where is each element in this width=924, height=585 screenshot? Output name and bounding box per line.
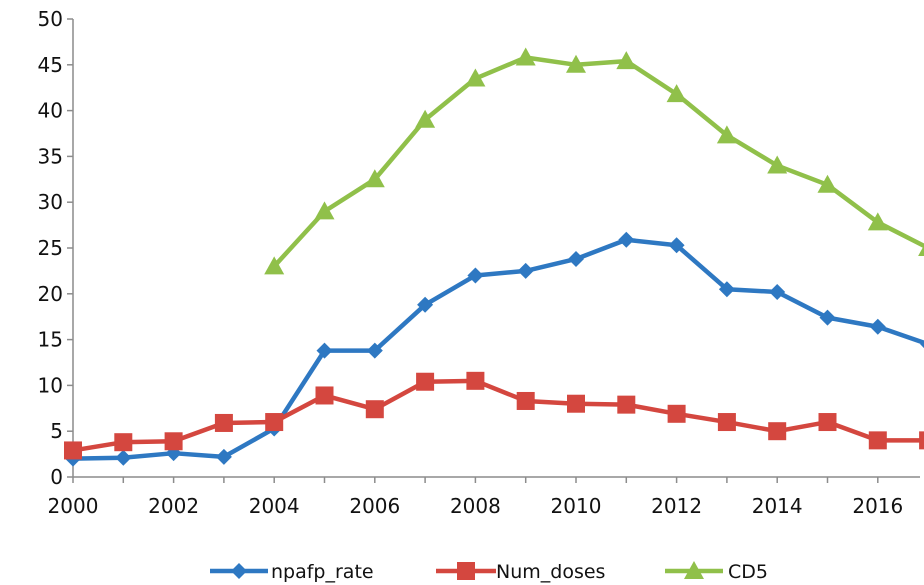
y-axis: 0 5 10 15 20 25 30 35 40 45 50: [38, 7, 74, 489]
data-point-CD5: [767, 155, 788, 174]
data-point-Num_doses: [64, 441, 82, 460]
data-point-npafp_rate: [316, 342, 333, 359]
series-line-CD5: [272, 55, 924, 268]
data-point-Num_doses: [265, 413, 284, 432]
data-point-Num_doses: [516, 391, 535, 410]
legend-label: Num_doses: [496, 561, 605, 583]
legend-label: CD5: [728, 561, 768, 583]
data-point-CD5: [666, 84, 687, 103]
y-tick-label: 15: [38, 328, 63, 352]
y-tick-label: 50: [38, 7, 63, 31]
data-point-npafp_rate: [366, 342, 383, 359]
data-point-CD5: [465, 68, 486, 87]
data-point-Num_doses: [717, 413, 736, 432]
legend-item-Num_doses: Num_doses: [436, 561, 605, 583]
y-tick-label: 35: [38, 144, 63, 168]
y-tick-label: 5: [50, 419, 63, 443]
data-point-npafp_rate: [467, 267, 484, 284]
data-point-CD5: [364, 169, 385, 188]
legend-item-CD5: CD5: [665, 561, 768, 583]
data-point-Num_doses: [768, 422, 787, 441]
data-point-Num_doses: [365, 400, 384, 419]
data-point-CD5: [264, 256, 285, 275]
series-line-npafp_rate: [72, 237, 924, 461]
data-point-Num_doses: [416, 372, 435, 391]
y-tick-label: 25: [38, 236, 63, 260]
series-CD5: [264, 47, 924, 275]
series-layer: [64, 47, 924, 467]
x-tick-label: 2000: [48, 494, 99, 518]
data-point-CD5: [918, 245, 924, 256]
data-point-CD5: [716, 125, 737, 144]
data-point-Num_doses: [868, 431, 887, 450]
x-tick-label: 2008: [450, 494, 501, 518]
data-point-npafp_rate: [668, 237, 685, 254]
data-point-Num_doses: [919, 431, 924, 450]
data-point-Num_doses: [164, 432, 183, 451]
y-tick-label: 0: [50, 465, 63, 489]
data-point-Num_doses: [214, 413, 233, 432]
data-point-npafp_rate: [215, 448, 232, 465]
data-point-Num_doses: [567, 394, 585, 413]
data-point-Num_doses: [466, 371, 485, 390]
x-tick-label: 2014: [752, 494, 803, 518]
data-point-npafp_rate: [517, 262, 534, 279]
x-tick-label: 2010: [551, 494, 602, 518]
x-tick-label: 2006: [349, 494, 400, 518]
legend-marker: [684, 561, 704, 579]
data-point-CD5: [515, 47, 536, 66]
data-point-CD5: [314, 201, 335, 220]
x-tick-label: 2012: [651, 494, 702, 518]
legend: npafp_rate Num_doses CD5: [210, 561, 768, 583]
data-point-npafp_rate: [618, 231, 635, 248]
data-point-CD5: [867, 212, 888, 231]
data-point-npafp_rate: [869, 318, 886, 335]
data-point-npafp_rate: [819, 309, 836, 326]
data-point-npafp_rate: [568, 250, 584, 267]
data-point-npafp_rate: [115, 449, 132, 466]
series-npafp_rate: [65, 231, 924, 467]
legend-label: npafp_rate: [271, 561, 374, 583]
data-point-CD5: [566, 54, 586, 73]
data-point-npafp_rate: [417, 296, 434, 313]
data-point-Num_doses: [114, 433, 133, 452]
data-point-Num_doses: [315, 386, 334, 405]
series-Num_doses: [64, 371, 924, 460]
data-point-npafp_rate: [769, 283, 786, 300]
series-line-Num_doses: [72, 378, 924, 453]
data-point-CD5: [616, 51, 637, 70]
x-axis: 2000 2002 2004 2006 2008 2010 2012 2014 2016: [48, 476, 920, 518]
x-tick-label: 2002: [148, 494, 199, 518]
legend-item-npafp_rate: npafp_rate: [210, 561, 374, 583]
data-point-Num_doses: [667, 404, 686, 423]
x-tick-label: 2004: [249, 494, 300, 518]
x-tick-label: 2016: [852, 494, 903, 518]
legend-marker: [231, 563, 247, 579]
y-tick-label: 40: [38, 99, 63, 123]
y-tick-label: 30: [38, 190, 63, 214]
data-point-CD5: [415, 109, 436, 128]
y-tick-label: 20: [38, 282, 63, 306]
data-point-npafp_rate: [920, 340, 924, 349]
y-tick-label: 10: [38, 373, 63, 397]
data-point-npafp_rate: [718, 281, 735, 298]
data-point-Num_doses: [617, 395, 636, 414]
y-tick-label: 45: [38, 53, 63, 77]
data-point-CD5: [817, 174, 838, 193]
data-point-Num_doses: [818, 413, 837, 432]
legend-marker: [457, 562, 475, 580]
